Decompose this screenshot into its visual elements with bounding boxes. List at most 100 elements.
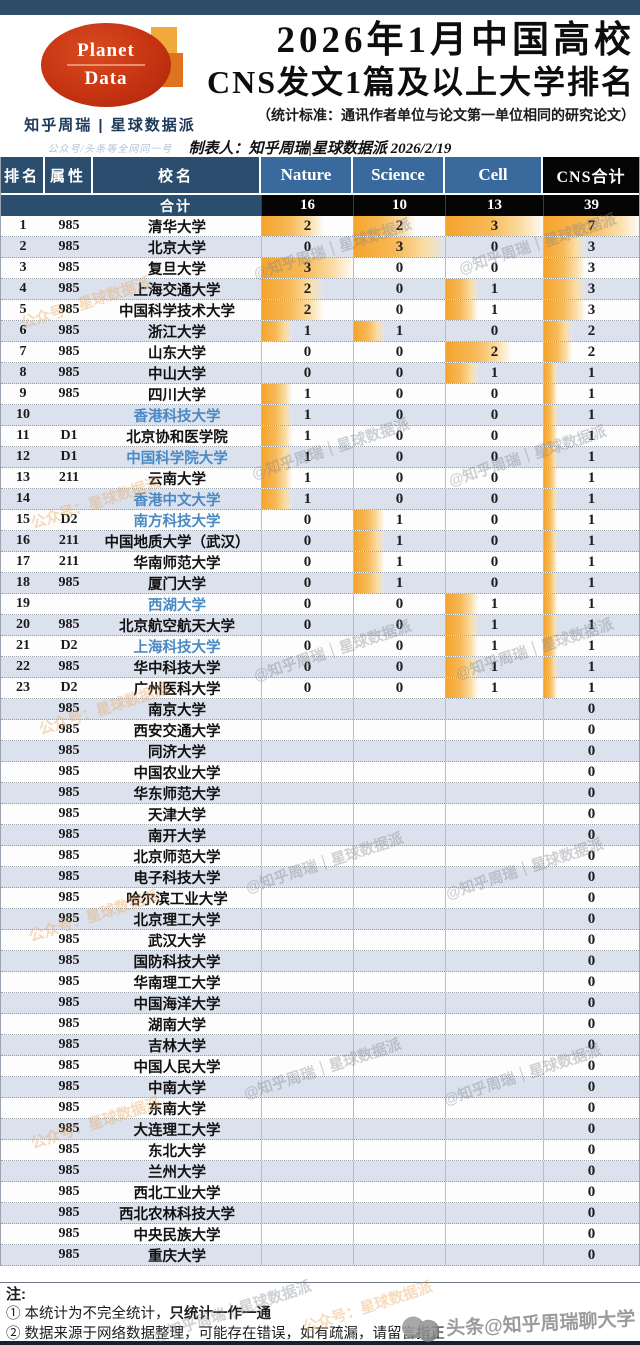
attr-cell: 985: [58, 281, 80, 296]
cns-total-value-cell: 3: [543, 258, 639, 278]
science-value-cell: [353, 867, 445, 887]
school-name-cell: 东北大学: [148, 1143, 206, 1160]
cns-data-bar: [544, 468, 558, 488]
school-name-cell: 大连理工大学: [133, 1122, 221, 1139]
attr-cell: 985: [58, 974, 80, 989]
cns-data-bar: [544, 447, 558, 467]
cell-value-cell: [445, 1077, 543, 1097]
nature-data-bar: [262, 300, 323, 320]
rank-cell: 1: [19, 218, 27, 233]
cns-total-value-cell: 0: [543, 972, 639, 992]
school-name-cell: 吉林大学: [148, 1038, 206, 1055]
school-name-cell: 浙江大学: [148, 324, 206, 341]
rank-cell: [1, 1056, 45, 1076]
cns-total-value-cell: 0: [543, 1245, 639, 1265]
attr-cell: 985: [58, 1058, 80, 1073]
science-value-cell: 0: [353, 615, 445, 635]
cell-value-cell: 0: [445, 426, 543, 446]
nature-value-cell: [261, 1098, 353, 1118]
cns-total-value-cell: 0: [543, 867, 639, 887]
column-header-school: 校名: [93, 157, 261, 195]
science-value-cell: [353, 846, 445, 866]
table-row: 985 吉林大学 0: [1, 1035, 639, 1056]
cell-value-cell: [445, 993, 543, 1013]
rank-cell: 20: [16, 617, 30, 632]
cns-data-bar: [544, 594, 558, 614]
science-value-cell: [353, 1077, 445, 1097]
nature-value-cell: 1: [261, 321, 353, 341]
cell-data-bar: [446, 300, 478, 320]
rank-cell: [1, 1014, 45, 1034]
nature-data-bar: [262, 405, 293, 425]
school-name-cell: 山东大学: [148, 345, 206, 362]
science-value-cell: 0: [353, 447, 445, 467]
table-row: 985 西北工业大学 0: [1, 1182, 639, 1203]
cell-value-cell: [445, 1245, 543, 1265]
cns-total-value-cell: 0: [543, 1161, 639, 1181]
nature-value-cell: [261, 1182, 353, 1202]
school-name-cell: 北京大学: [148, 240, 206, 257]
nature-value-cell: 0: [261, 510, 353, 530]
table-row: 20 985 北京航空航天大学 0 0 1 1: [1, 615, 639, 636]
logo-text-planet: Planet: [67, 40, 145, 66]
table-header-row: 排名 属性 校名 Nature Science Cell CNS合计: [1, 157, 639, 195]
total-label: 合计: [1, 195, 261, 216]
cell-value-cell: [445, 741, 543, 761]
science-value-cell: [353, 741, 445, 761]
attr-cell: 985: [58, 1016, 80, 1031]
school-name-cell: 兰州大学: [148, 1164, 206, 1181]
attr-cell: 985: [58, 764, 80, 779]
school-name-cell: 广州医科大学: [133, 681, 221, 698]
science-value-cell: [353, 930, 445, 950]
rank-cell: 19: [16, 596, 30, 611]
attr-cell: 985: [58, 1037, 80, 1052]
cns-total-value-cell: 1: [543, 489, 639, 509]
table-row: 5 985 中国科学技术大学 2 0 1 3: [1, 300, 639, 321]
school-name-cell: 清华大学: [148, 219, 206, 236]
logo-ellipse: Planet Data: [41, 23, 171, 107]
school-name-cell: 天津大学: [148, 807, 206, 824]
nature-value-cell: [261, 972, 353, 992]
science-value-cell: [353, 1119, 445, 1139]
school-name-cell: 复旦大学: [148, 261, 206, 278]
school-name-cell: 中南大学: [148, 1080, 206, 1097]
table-row: 985 北京师范大学 0: [1, 846, 639, 867]
table-row: 985 南京大学 0: [1, 699, 639, 720]
cns-total-value-cell: 2: [543, 321, 639, 341]
nature-value-cell: 3: [261, 258, 353, 278]
title-area: 2026年1月中国高校 CNS发文1篇及以上大学排名 （统计标准：通讯作者单位与…: [205, 20, 635, 125]
rank-cell: [1, 1203, 45, 1223]
nature-value-cell: 0: [261, 363, 353, 383]
nature-data-bar: [262, 216, 323, 236]
school-name-cell: 中国科学技术大学: [119, 303, 235, 320]
page-title-line2: CNS发文1篇及以上大学排名: [206, 63, 635, 100]
nature-value-cell: 0: [261, 573, 353, 593]
school-name-cell: 南开大学: [148, 828, 206, 845]
rank-cell: [1, 951, 45, 971]
page-subtitle: （统计标准：通讯作者单位与论文第一单位相同的研究论文）: [257, 108, 635, 124]
rank-cell: 21: [16, 638, 30, 653]
byline: 制表人：知乎周瑞|星球数据派 2026/2/19: [188, 141, 452, 157]
cns-total-value-cell: 1: [543, 573, 639, 593]
rank-cell: 8: [19, 365, 27, 380]
rank-cell: [1, 930, 45, 950]
cns-total-value-cell: 0: [543, 1098, 639, 1118]
cell-value-cell: [445, 930, 543, 950]
cns-total-value-cell: 1: [543, 405, 639, 425]
table-row: 9 985 四川大学 1 0 0 1: [1, 384, 639, 405]
cell-value-cell: 0: [445, 405, 543, 425]
rank-cell: [1, 846, 45, 866]
attr-cell: 985: [58, 953, 80, 968]
cns-data-bar: [544, 279, 585, 299]
cns-total-value-cell: 0: [543, 741, 639, 761]
cell-value-cell: [445, 1014, 543, 1034]
rank-cell: 3: [19, 260, 27, 275]
cell-data-bar: [446, 657, 478, 677]
attr-cell: 985: [58, 827, 80, 842]
table-row: 985 电子科技大学 0: [1, 867, 639, 888]
table-row: 15 D2 南方科技大学 0 1 0 1: [1, 510, 639, 531]
table-row: 23 D2 广州医科大学 0 0 1 1: [1, 678, 639, 699]
nature-value-cell: 1: [261, 426, 353, 446]
science-value-cell: 0: [353, 489, 445, 509]
attr-cell: 985: [58, 1121, 80, 1136]
